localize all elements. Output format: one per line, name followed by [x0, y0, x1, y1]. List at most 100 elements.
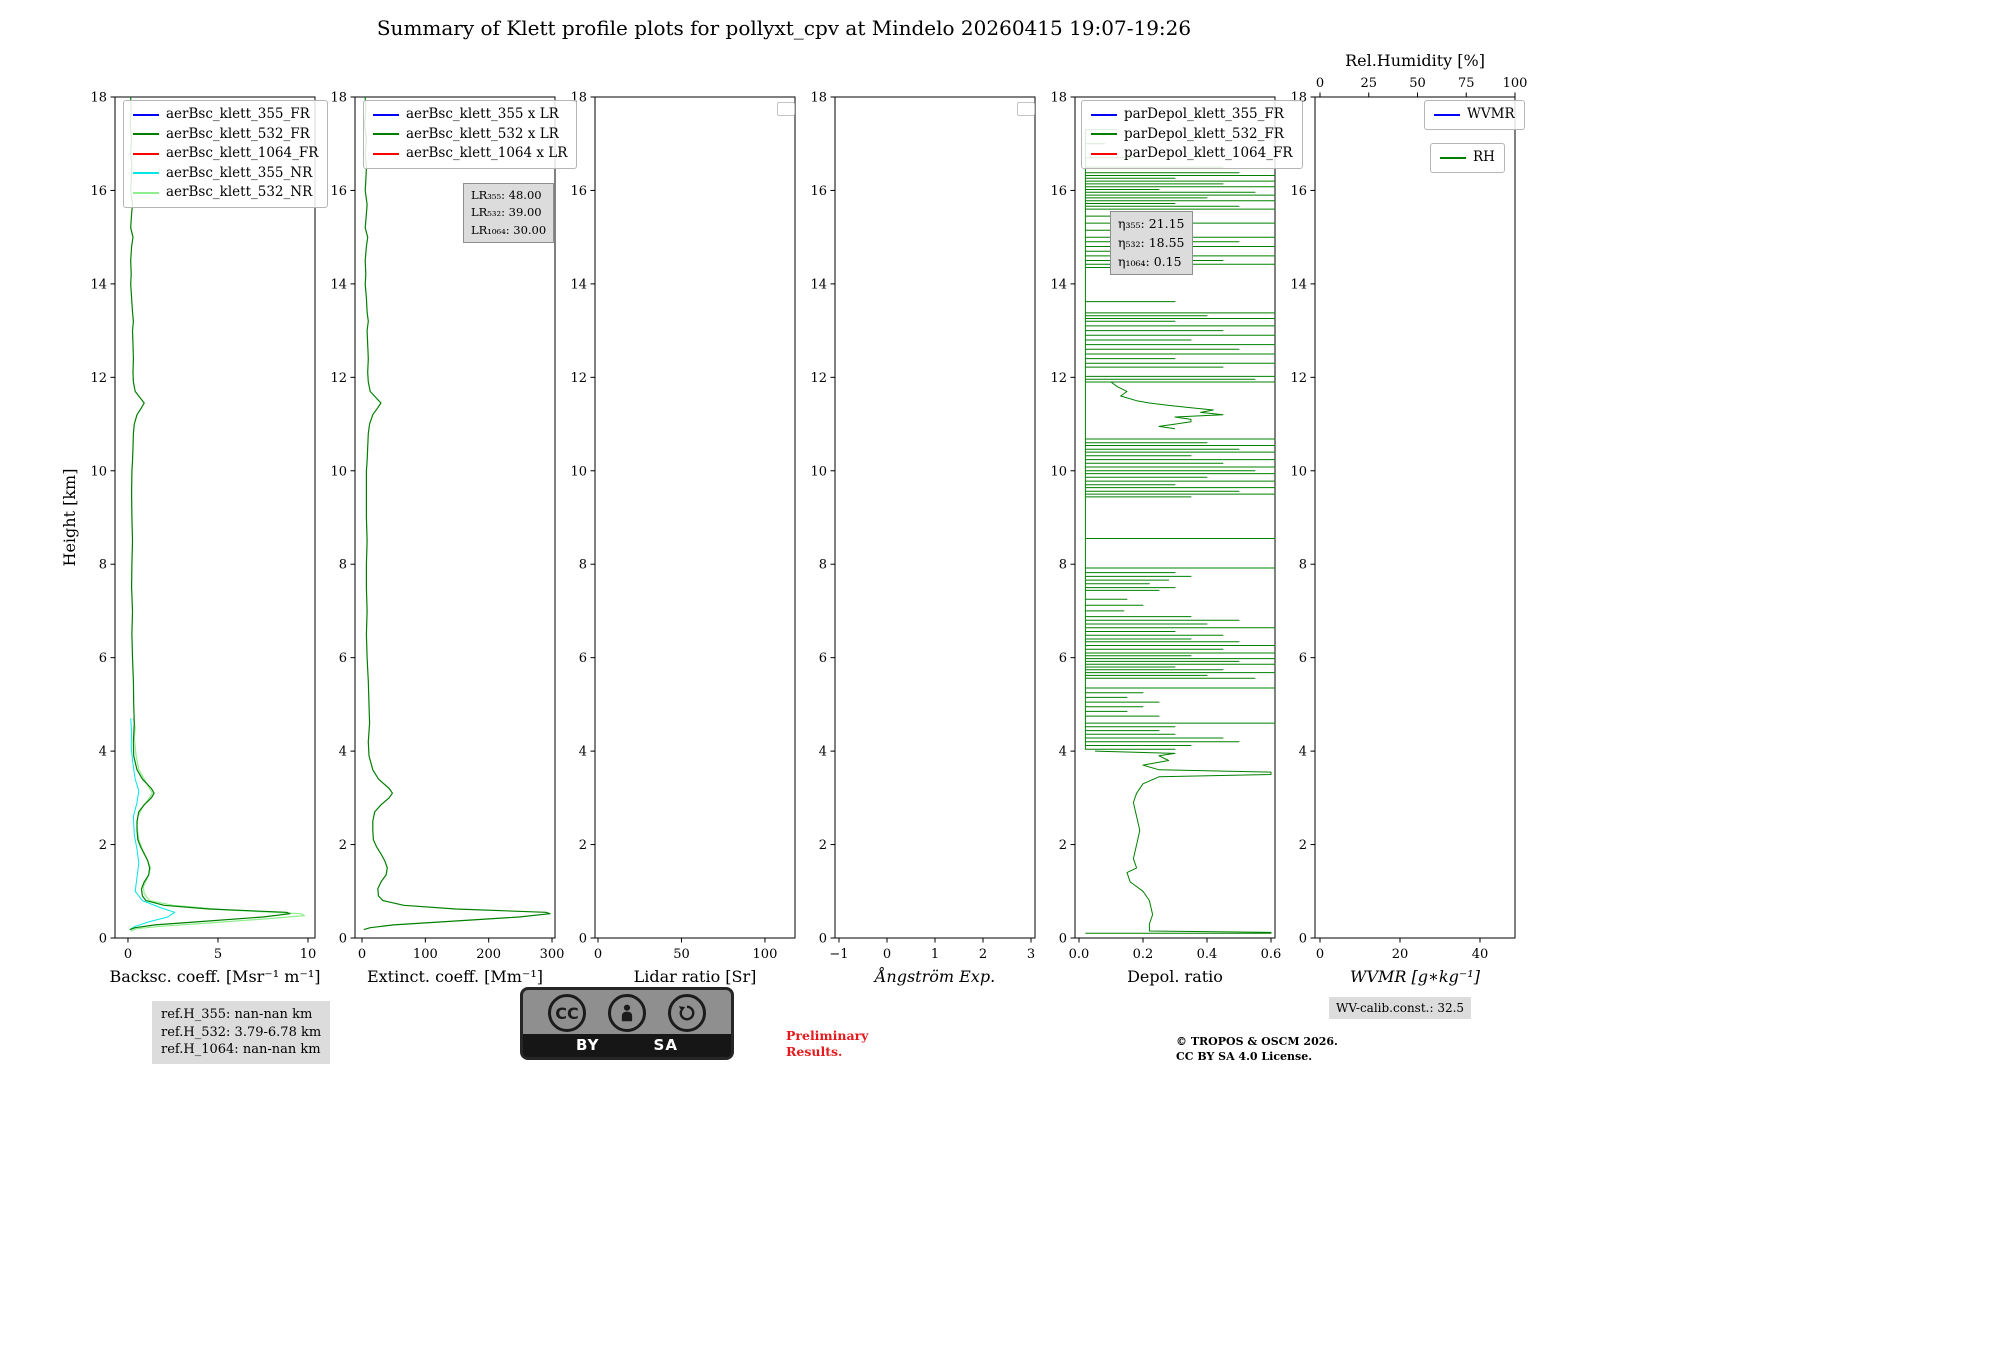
cc-icons-row: CC: [523, 990, 731, 1032]
lr-355-value: LR₃₅₅: 48.00: [471, 188, 542, 202]
wvmr-xlabel: WVMR [g∗kg⁻¹]: [1350, 967, 1481, 986]
line-swatch: [373, 133, 399, 136]
backscatter-legend: aerBsc_klett_355_FR aerBsc_klett_532_FR …: [123, 100, 329, 208]
line-swatch: [1091, 133, 1117, 136]
svg-text:16: 16: [570, 184, 587, 199]
aerBsc_klett_532_xLR: [363, 96, 551, 931]
svg-text:0: 0: [99, 932, 107, 947]
svg-text:50: 50: [673, 947, 690, 962]
svg-text:0.4: 0.4: [1197, 947, 1218, 962]
svg-text:0: 0: [819, 932, 827, 947]
svg-text:16: 16: [1290, 184, 1307, 199]
svg-text:8: 8: [1299, 558, 1307, 573]
cc-icon: CC: [548, 994, 586, 1032]
svg-text:16: 16: [90, 184, 107, 199]
legend-label: parDepol_klett_355_FR: [1124, 106, 1284, 122]
svg-text:300: 300: [540, 947, 565, 962]
svg-text:14: 14: [810, 277, 827, 292]
legend-label: WVMR: [1467, 106, 1515, 122]
svg-text:2: 2: [979, 947, 987, 962]
depol-xlabel: Depol. ratio: [1127, 967, 1223, 986]
line-swatch: [373, 113, 399, 116]
svg-text:16: 16: [1050, 184, 1067, 199]
eta-1064-value: η₁₀₆₄: 0.15: [1118, 253, 1182, 269]
line-swatch: [133, 172, 159, 175]
svg-text:10: 10: [1050, 464, 1067, 479]
cc-license-badge: CC BY SA: [520, 987, 734, 1060]
svg-text:8: 8: [579, 558, 587, 573]
svg-text:25: 25: [1360, 76, 1377, 91]
svg-text:0: 0: [579, 932, 587, 947]
parDepol_klett_532_FR-mid: [1110, 381, 1224, 430]
preliminary-results-note: Preliminary Results.: [786, 1028, 869, 1060]
svg-text:6: 6: [579, 651, 587, 666]
eta-355-value: η₃₅₅: 21.15: [1118, 216, 1185, 231]
legend-label: aerBsc_klett_532_NR: [166, 184, 313, 200]
svg-text:3: 3: [1027, 947, 1035, 962]
legend-label: aerBsc_klett_532 x LR: [406, 125, 559, 142]
wv-calib-box: WV-calib.const.: 32.5: [1329, 997, 1472, 1020]
legend-entry: aerBsc_klett_532_FR: [133, 125, 318, 145]
svg-text:8: 8: [339, 558, 347, 573]
legend-label: aerBsc_klett_355_FR: [166, 106, 310, 122]
extinction-plot: 0 2 4 6 8 10 12 14 16 18 0 100 200 300 Extinct. coeff.…: [330, 91, 564, 987]
svg-text:0.2: 0.2: [1133, 947, 1154, 962]
copyright-note: © TROPOS & OSCM 2026. CC BY SA 4.0 Licen…: [1176, 1035, 1338, 1064]
legend-label: aerBsc_klett_1064_FR: [166, 145, 319, 161]
rh-legend: RH: [1430, 143, 1505, 173]
y-axis-label: Height [km]: [60, 469, 79, 567]
svg-text:6: 6: [1059, 651, 1067, 666]
svg-text:16: 16: [330, 184, 347, 199]
svg-text:200: 200: [476, 947, 501, 962]
lr-1064-value: LR₁₀₆₄: 30.00: [471, 222, 547, 237]
svg-text:0: 0: [1316, 947, 1324, 962]
svg-text:8: 8: [99, 558, 107, 573]
legend-label: aerBsc_klett_355 x LR: [406, 106, 559, 122]
legend-entry: aerBsc_klett_532 x LR: [373, 125, 567, 145]
legend-entry: parDepol_klett_1064_FR: [1091, 144, 1293, 164]
svg-text:2: 2: [1299, 838, 1307, 853]
svg-text:0: 0: [1059, 932, 1067, 947]
svg-text:10: 10: [570, 464, 587, 479]
legend-entry: aerBsc_klett_355_NR: [133, 164, 318, 184]
depol-plot: 0 2 4 6 8 10 12 14 16 18 0.0 0.2 0.4 0.6 Depol. ratio: [1050, 91, 1281, 987]
legend-entry: aerBsc_klett_355_FR: [133, 105, 318, 125]
line-swatch: [1091, 152, 1117, 155]
aerBsc_klett_532_FR: [129, 96, 291, 931]
svg-text:4: 4: [819, 745, 827, 760]
svg-text:−1: −1: [829, 947, 848, 962]
cc-sa-label: SA: [653, 1036, 678, 1054]
wvmr-legend: WVMR: [1424, 100, 1525, 130]
share-alike-icon: [668, 994, 706, 1032]
svg-text:1: 1: [931, 947, 939, 962]
top-axis-label: Rel.Humidity [%]: [1345, 51, 1485, 70]
svg-text:40: 40: [1472, 947, 1489, 962]
svg-text:14: 14: [1290, 277, 1307, 292]
eta-annotation: η₃₅₅: 21.15 η₅₃₂: 18.55 η₁₀₆₄: 0.15: [1110, 211, 1193, 276]
aerBsc_klett_532_NR: [130, 718, 305, 932]
svg-text:100: 100: [413, 947, 438, 962]
svg-text:16: 16: [810, 184, 827, 199]
svg-text:0: 0: [358, 947, 366, 962]
svg-text:12: 12: [90, 371, 107, 386]
svg-text:18: 18: [1050, 91, 1067, 106]
svg-text:6: 6: [1299, 651, 1307, 666]
empty-legend: [1017, 102, 1035, 116]
backscatter-xlabel: Backsc. coeff. [Msr⁻¹ m⁻¹]: [109, 967, 320, 986]
ref-h-1064: ref.H_1064: nan-nan km: [161, 1042, 321, 1058]
svg-text:20: 20: [1392, 947, 1409, 962]
svg-text:18: 18: [330, 91, 347, 106]
legend-label: aerBsc_klett_1064 x LR: [406, 145, 568, 161]
svg-text:6: 6: [99, 651, 107, 666]
line-swatch: [1434, 113, 1460, 116]
lidar-ratio-annotation: LR₃₅₅: 48.00 LR₅₃₂: 39.00 LR₁₀₆₄: 30.00: [463, 183, 555, 243]
svg-text:4: 4: [1299, 745, 1307, 760]
svg-text:8: 8: [819, 558, 827, 573]
aerBsc_klett_355_NR: [129, 718, 176, 931]
svg-text:6: 6: [339, 651, 347, 666]
lidar_ratio-xlabel: Lidar ratio [Sr]: [634, 967, 757, 986]
